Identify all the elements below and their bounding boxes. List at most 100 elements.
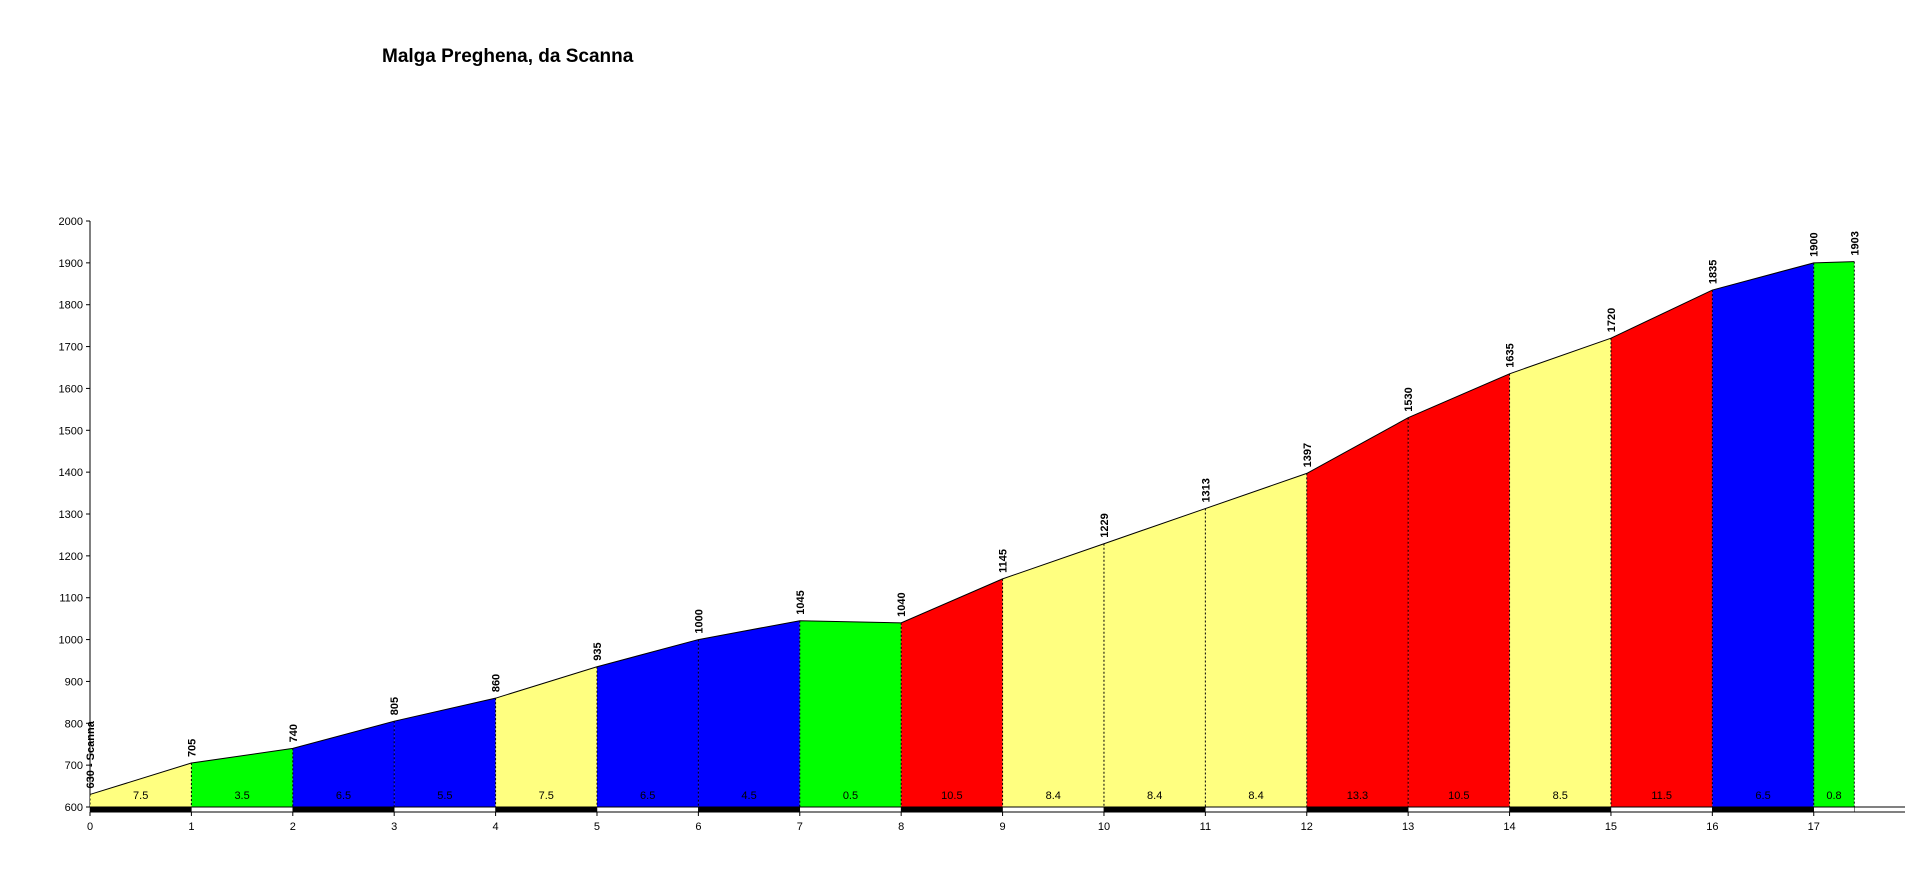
profile-segment bbox=[1509, 338, 1611, 807]
profile-segment bbox=[495, 666, 597, 807]
profile-segment bbox=[90, 763, 192, 807]
km-strip bbox=[292, 806, 395, 813]
km-strip bbox=[191, 806, 294, 813]
km-strip bbox=[1610, 806, 1713, 813]
elevation-label: 1720 bbox=[1606, 308, 1618, 332]
x-tick-label: 12 bbox=[1301, 821, 1313, 833]
elevation-label: 805 bbox=[389, 697, 401, 715]
profile-segment bbox=[1813, 261, 1855, 807]
km-strip bbox=[1103, 806, 1206, 813]
km-strip bbox=[1509, 806, 1612, 813]
x-tick-label: 3 bbox=[391, 821, 397, 833]
grade-label: 6.5 bbox=[640, 790, 655, 802]
x-tick-label: 0 bbox=[87, 821, 93, 833]
y-tick-label: 1700 bbox=[59, 342, 83, 354]
elevation-label: 1903 bbox=[1849, 231, 1861, 255]
km-strip bbox=[89, 806, 192, 813]
y-tick-label: 1900 bbox=[59, 258, 83, 270]
x-tick-label: 5 bbox=[594, 821, 600, 833]
elevation-label: 630 - Scanna bbox=[85, 720, 97, 788]
elevation-label: 860 bbox=[491, 674, 503, 692]
profile-segment bbox=[799, 620, 902, 807]
elevation-label: 1000 bbox=[693, 609, 705, 633]
profile-segment bbox=[1306, 417, 1409, 807]
elevation-label: 1530 bbox=[1403, 387, 1415, 411]
y-tick-label: 1300 bbox=[59, 509, 83, 521]
profile-segment bbox=[394, 698, 496, 807]
profile-segment bbox=[1103, 508, 1206, 807]
elevation-label: 1229 bbox=[1099, 513, 1111, 537]
grade-label: 7.5 bbox=[539, 790, 554, 802]
km-strip bbox=[596, 806, 699, 813]
profile-segment bbox=[596, 639, 699, 807]
x-tick-label: 8 bbox=[898, 821, 904, 833]
y-tick-label: 700 bbox=[65, 760, 83, 772]
grade-label: 5.5 bbox=[437, 790, 452, 802]
elevation-label: 1040 bbox=[896, 592, 908, 616]
profile-segment bbox=[1610, 290, 1713, 807]
profile-segment bbox=[901, 578, 1003, 807]
km-strip bbox=[1002, 806, 1105, 813]
km-strip bbox=[1407, 806, 1510, 813]
x-tick-label: 15 bbox=[1605, 821, 1617, 833]
grade-label: 11.5 bbox=[1651, 790, 1672, 802]
grade-label: 0.8 bbox=[1826, 790, 1841, 802]
elevation-label: 1397 bbox=[1302, 443, 1314, 467]
grade-label: 7.5 bbox=[133, 790, 148, 802]
elevation-label: 740 bbox=[288, 724, 300, 742]
grade-label: 10.5 bbox=[1448, 790, 1469, 802]
y-tick-label: 1200 bbox=[59, 551, 83, 563]
grade-label: 0.5 bbox=[843, 790, 858, 802]
km-strip bbox=[698, 806, 801, 813]
profile-segment bbox=[292, 721, 395, 807]
km-strip bbox=[1712, 806, 1814, 813]
y-tick-label: 800 bbox=[65, 718, 83, 730]
profile-segment bbox=[1712, 262, 1814, 807]
profile-segment bbox=[1408, 373, 1510, 807]
km-strip bbox=[799, 806, 902, 813]
x-tick-label: 10 bbox=[1098, 821, 1110, 833]
km-strip bbox=[393, 806, 496, 813]
x-tick-label: 1 bbox=[188, 821, 194, 833]
x-tick-label: 4 bbox=[493, 821, 499, 833]
km-strip bbox=[900, 806, 1003, 813]
y-tick-label: 2000 bbox=[59, 216, 83, 228]
grade-label: 13.3 bbox=[1347, 790, 1368, 802]
y-tick-label: 1500 bbox=[59, 425, 83, 437]
y-tick-label: 600 bbox=[65, 802, 83, 814]
grade-label: 3.5 bbox=[234, 790, 249, 802]
elevation-label: 1835 bbox=[1707, 260, 1719, 284]
elevation-label: 1313 bbox=[1200, 478, 1212, 502]
x-tick-label: 17 bbox=[1808, 821, 1820, 833]
x-tick-label: 7 bbox=[797, 821, 803, 833]
x-tick-label: 13 bbox=[1402, 821, 1414, 833]
km-strip bbox=[1306, 806, 1409, 813]
km-strip bbox=[495, 806, 598, 813]
profile-segment bbox=[191, 748, 293, 807]
elevation-label: 1145 bbox=[998, 549, 1010, 573]
grade-label: 10.5 bbox=[941, 790, 962, 802]
elevation-label: 1635 bbox=[1505, 343, 1517, 367]
grade-label: 6.5 bbox=[336, 790, 351, 802]
x-tick-label: 2 bbox=[290, 821, 296, 833]
y-tick-label: 1100 bbox=[59, 593, 83, 605]
y-tick-label: 1800 bbox=[59, 300, 83, 312]
elevation-label: 705 bbox=[186, 739, 198, 757]
elevation-label: 1900 bbox=[1809, 232, 1821, 256]
grade-label: 8.4 bbox=[1046, 790, 1061, 802]
profile-segment bbox=[1002, 543, 1104, 807]
km-strip bbox=[1205, 806, 1308, 813]
elevation-label: 1045 bbox=[795, 590, 807, 614]
x-tick-label: 14 bbox=[1503, 821, 1515, 833]
grade-label: 4.5 bbox=[741, 790, 756, 802]
y-tick-label: 1600 bbox=[59, 383, 83, 395]
km-strip bbox=[1813, 806, 1855, 813]
grade-label: 8.4 bbox=[1147, 790, 1162, 802]
grade-label: 6.5 bbox=[1755, 790, 1770, 802]
y-tick-label: 900 bbox=[65, 676, 83, 688]
x-tick-label: 16 bbox=[1706, 821, 1718, 833]
x-tick-label: 6 bbox=[695, 821, 701, 833]
grade-label: 8.5 bbox=[1553, 790, 1568, 802]
x-tick-label: 9 bbox=[1000, 821, 1006, 833]
